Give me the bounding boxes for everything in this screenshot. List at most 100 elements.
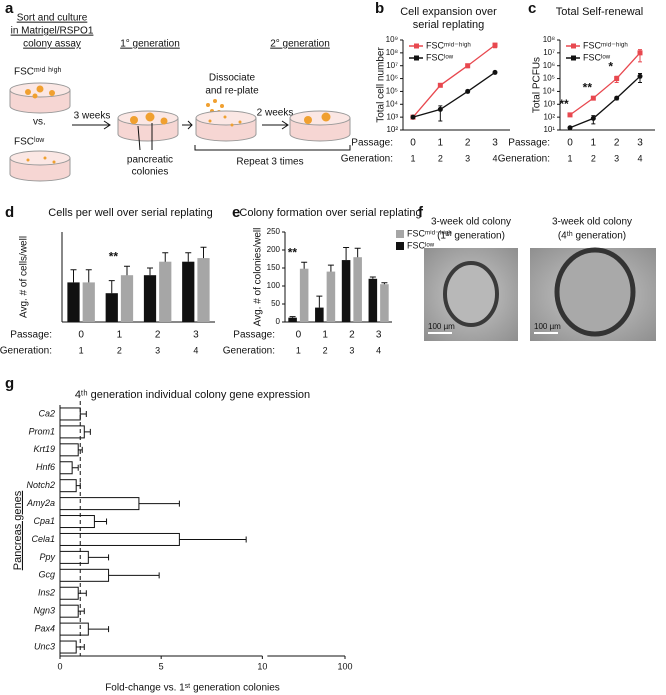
category-label: Cela1 — [31, 534, 55, 544]
arrow — [262, 120, 289, 130]
y-tick-label: 10⁵ — [386, 87, 398, 96]
error-bar — [138, 500, 180, 507]
colonies-label: pancreatic — [127, 155, 173, 166]
error-bar — [289, 316, 296, 318]
bar — [315, 307, 324, 322]
bracket — [194, 145, 351, 151]
y-tick-label: 10⁷ — [543, 48, 555, 57]
chart-title: Colony formation over serial replating — [239, 207, 421, 219]
time-label: 2 weeks — [257, 108, 294, 119]
error-bar — [185, 252, 192, 262]
generation-label: 3 — [614, 153, 619, 163]
bar — [59, 461, 73, 475]
category-label: Pax4 — [34, 623, 55, 633]
legend-label: FSCᵐⁱᵈ⁻ʰⁱᵍʰ — [407, 228, 452, 238]
y-axis-label: Pancreas genes — [12, 490, 24, 570]
error-bar — [78, 608, 85, 615]
error-bar — [88, 554, 110, 561]
colony — [554, 247, 636, 337]
x-tick-label: 0 — [78, 330, 84, 341]
generation-label: 3 — [155, 345, 160, 355]
schematic: Sort and culture in Matrigel/RSPO1 colon… — [9, 13, 351, 182]
significance: * — [608, 59, 613, 73]
colonies — [25, 85, 55, 99]
colonies — [304, 112, 331, 124]
category-label: Ca2 — [38, 408, 55, 418]
error-bar — [76, 482, 81, 489]
significance: ** — [109, 249, 119, 263]
colony — [443, 261, 499, 327]
x-tick-label: 2 — [465, 138, 471, 149]
colonies — [26, 156, 56, 164]
error-bar — [70, 269, 77, 283]
y-axis-label: Total PCFUs — [532, 57, 543, 113]
x-row-label: Passage: — [10, 330, 52, 341]
y-axis-label: Avg. # of cells/well — [19, 236, 30, 318]
heading: colony assay — [23, 39, 81, 50]
panel-label: b — [375, 0, 384, 17]
bar — [59, 586, 79, 600]
generation-label: 1 — [410, 153, 415, 163]
bar — [59, 604, 79, 618]
chart-title: Total Self-renewal — [556, 6, 643, 18]
bar — [59, 568, 110, 582]
error-bar — [327, 264, 334, 272]
bar — [182, 261, 195, 322]
legend-marker — [414, 55, 419, 61]
marker — [567, 125, 573, 131]
bar — [120, 275, 134, 322]
category-label: Amy2a — [26, 498, 55, 508]
x-tick-label: 0 — [57, 661, 62, 671]
series-line — [569, 52, 641, 116]
x-row-label: Passage: — [508, 138, 550, 149]
y-tick-label: 50 — [271, 299, 280, 308]
error-bar — [381, 282, 388, 285]
bar — [59, 443, 79, 457]
y-tick-label: 100 — [267, 281, 281, 290]
bar — [67, 282, 80, 322]
y-tick-label: 10³ — [386, 112, 398, 121]
marker — [492, 42, 498, 48]
bar — [341, 260, 351, 322]
y-tick-label: 0 — [276, 317, 281, 326]
bar — [197, 258, 210, 322]
y-tick-label: 250 — [267, 227, 281, 236]
panel-label: f — [418, 204, 424, 221]
dish — [195, 110, 257, 142]
legend-label: FSCᵐⁱᵈ⁻ʰⁱᵍʰ — [583, 40, 628, 50]
marker — [637, 50, 643, 56]
legend-label: FSCˡᵒʷ — [426, 52, 454, 62]
repeat-label: Repeat 3 times — [236, 157, 303, 168]
category-label: Unc3 — [34, 641, 55, 651]
x-tick-label: 1 — [322, 330, 328, 341]
vs-label: vs. — [33, 117, 46, 128]
marker — [437, 106, 443, 112]
generation-label: 2 — [117, 345, 122, 355]
panel-label: c — [528, 0, 536, 17]
error-bar — [354, 247, 361, 258]
generation-label: 1 — [567, 153, 572, 163]
series-line — [569, 75, 641, 129]
x-row-label: Generation: — [223, 346, 275, 357]
error-bar — [88, 626, 110, 633]
panel-label: a — [5, 0, 14, 17]
generation-label: 2° generation — [270, 39, 330, 50]
marker — [614, 76, 620, 82]
y-tick-label: 10⁴ — [543, 87, 556, 96]
y-tick-label: 10² — [543, 112, 555, 121]
arrow — [72, 120, 111, 130]
image-title: 3-week old colony — [552, 217, 632, 228]
bar — [380, 284, 389, 322]
x-tick-label: 5 — [159, 661, 164, 671]
x-tick-label: 3 — [492, 138, 498, 149]
error-bar — [84, 428, 91, 435]
y-tick-label: 10⁸ — [386, 48, 398, 57]
x-tick-label: 0 — [410, 138, 416, 149]
x-tick-label: 3 — [637, 138, 643, 149]
x-tick-label: 10 — [257, 661, 267, 671]
generation-label: 2 — [591, 153, 596, 163]
category-label: Ins2 — [38, 588, 55, 598]
significance: ** — [583, 80, 593, 94]
x-tick-label: 2 — [614, 138, 620, 149]
x-tick-label: 2 — [349, 330, 355, 341]
